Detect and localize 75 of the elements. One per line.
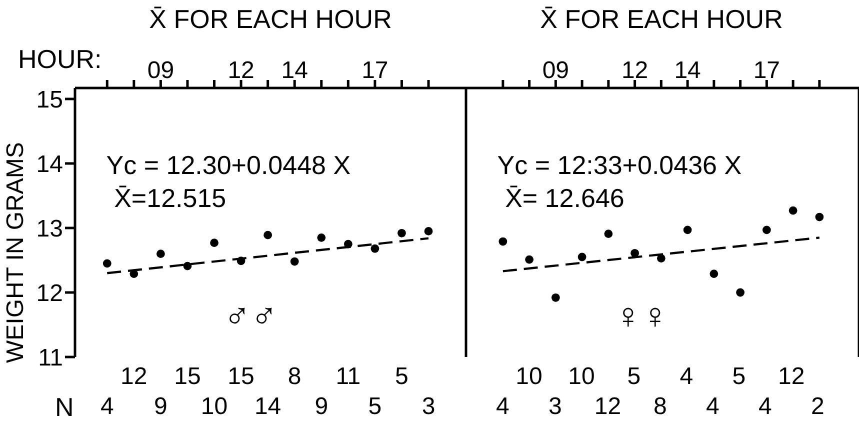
point: [344, 240, 352, 248]
point: [398, 228, 406, 238]
point: [578, 252, 586, 262]
text: 5: [731, 363, 747, 391]
annotation: X̄= 12.646: [505, 183, 624, 214]
text: 11: [334, 363, 362, 391]
point: [156, 250, 165, 258]
point: [710, 270, 718, 278]
point: [290, 257, 299, 266]
point: [736, 288, 745, 297]
text: 8: [652, 393, 668, 421]
x-tick-label: 14: [281, 57, 308, 84]
text: 14: [253, 393, 282, 421]
point: [815, 212, 824, 222]
x-tick-label: 14: [674, 57, 701, 84]
point: [604, 230, 613, 238]
text: 5: [394, 363, 410, 391]
point: [102, 259, 112, 268]
point: [424, 227, 433, 236]
point: [210, 238, 218, 248]
text: 12: [777, 363, 806, 391]
point: [551, 293, 560, 302]
point: [683, 226, 692, 234]
point: [183, 262, 192, 270]
y-axis-title: WEIGHT IN GRAMS: [2, 141, 30, 365]
x-axis-title: X̄ FOR EACH HOUR: [539, 4, 784, 35]
x-tick-label: 09: [542, 57, 570, 84]
annotation: ♂♂: [224, 295, 278, 337]
point: [370, 244, 380, 253]
y-tick-label: 11: [38, 344, 63, 372]
text: 5: [367, 393, 383, 421]
point: [236, 256, 246, 266]
point: [498, 237, 508, 246]
text: 4: [99, 393, 115, 421]
x-tick-label: 17: [753, 57, 780, 84]
point: [630, 248, 640, 258]
text: 8: [286, 363, 302, 391]
y-tick-label: 13: [36, 216, 63, 243]
text: 4: [495, 393, 510, 421]
text: 3: [420, 393, 436, 421]
y-tick-label: 15: [36, 86, 63, 114]
point: [788, 206, 798, 215]
text: 9: [314, 393, 330, 421]
y-tick-label: 14: [36, 150, 63, 178]
text: N: [55, 392, 74, 423]
annotation: Yc = 12:33+0.0436 X: [497, 150, 742, 181]
x-tick-label: 09: [147, 57, 174, 84]
text: 5: [626, 363, 642, 391]
x-tick-label: 17: [362, 57, 388, 84]
text: 12: [120, 363, 148, 391]
text: 4: [704, 393, 720, 421]
text: 4: [757, 393, 773, 421]
text: 9: [153, 393, 168, 421]
point: [264, 230, 272, 240]
point: [762, 226, 771, 234]
text: 4: [678, 363, 694, 391]
x-tick-label: 12: [228, 57, 254, 84]
annotation: X̄=12.515: [114, 183, 226, 214]
text: 10: [567, 363, 596, 391]
x-axis-title: X̄ FOR EACH HOUR: [148, 4, 393, 35]
text: 15: [226, 363, 256, 391]
x-tick-label: 12: [621, 57, 648, 84]
annotation: ♀♀: [614, 295, 669, 337]
text: HOUR:: [18, 44, 102, 75]
text: 10: [200, 393, 229, 421]
text: 3: [548, 393, 563, 421]
text: 12: [593, 393, 622, 421]
annotation: Yc = 12.30+0.0448 X: [106, 150, 351, 181]
text: 10: [514, 363, 544, 391]
text: 15: [173, 363, 202, 391]
point: [656, 254, 666, 262]
point: [525, 255, 534, 264]
y-tick-label: 12: [36, 280, 63, 308]
text: 2: [810, 393, 826, 421]
point: [317, 233, 326, 242]
